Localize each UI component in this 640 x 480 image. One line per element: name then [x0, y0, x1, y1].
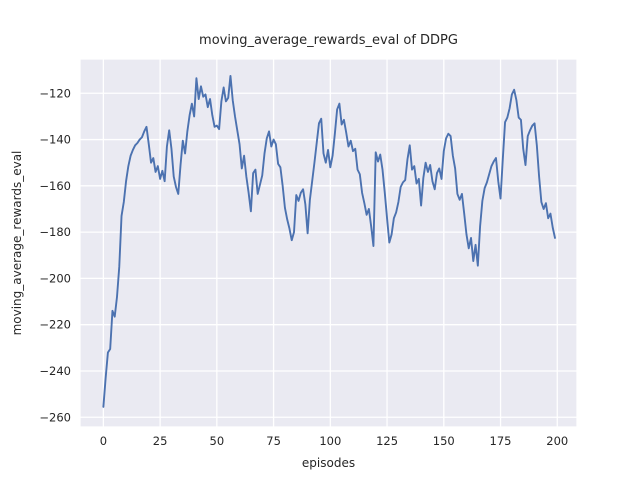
plot-area — [80, 59, 577, 427]
x-tick-label: 75 — [266, 434, 281, 448]
x-tick-label: 175 — [490, 434, 512, 448]
y-axis-label: moving_average_rewards_eval — [10, 150, 24, 336]
x-tick-label: 25 — [153, 434, 168, 448]
y-tick-label: −140 — [39, 133, 71, 147]
x-tick-label: 50 — [210, 434, 225, 448]
x-tick-label: 125 — [376, 434, 398, 448]
y-tick-label: −220 — [39, 318, 71, 332]
y-tick-label: −240 — [39, 364, 71, 378]
x-tick-label: 200 — [546, 434, 568, 448]
x-tick-label: 100 — [319, 434, 341, 448]
x-axis-label: episodes — [301, 456, 356, 470]
y-tick-label: −120 — [39, 86, 71, 100]
x-tick-label: 0 — [100, 434, 107, 448]
y-tick-label: −260 — [39, 410, 71, 424]
y-tick-label: −200 — [39, 271, 71, 285]
y-tick-label: −160 — [39, 179, 71, 193]
reward-line — [102, 74, 556, 408]
axes-border — [79, 58, 578, 428]
chart-title: moving_average_rewards_eval of DDPG — [199, 33, 458, 48]
y-tick-label: −180 — [39, 225, 71, 239]
x-tick-label: 150 — [433, 434, 455, 448]
